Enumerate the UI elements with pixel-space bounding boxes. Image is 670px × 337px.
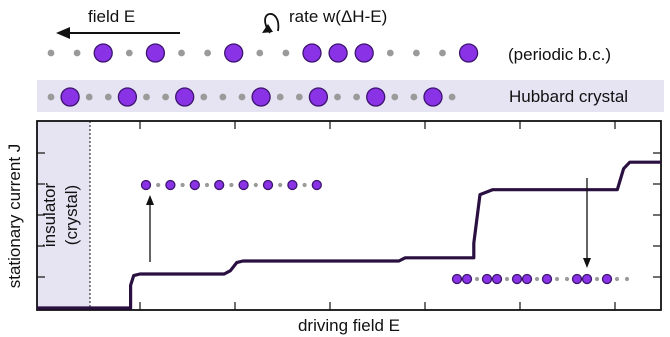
particle bbox=[311, 179, 322, 191]
particle bbox=[458, 43, 479, 63]
periodic-bc-label: (periodic b.c.) bbox=[508, 45, 611, 64]
empty-site bbox=[439, 49, 446, 57]
axis-ticks bbox=[37, 121, 661, 310]
particle bbox=[224, 43, 244, 63]
y-axis-label: stationary current J bbox=[5, 144, 24, 289]
empty-site bbox=[143, 93, 150, 101]
empty-site bbox=[204, 49, 212, 57]
empty-site bbox=[295, 93, 303, 101]
particle bbox=[511, 273, 523, 285]
empty-site bbox=[180, 182, 185, 188]
particle bbox=[601, 273, 613, 285]
particle bbox=[541, 273, 553, 285]
particle bbox=[214, 179, 225, 191]
inset-chain-right bbox=[451, 273, 630, 285]
particle bbox=[451, 273, 463, 285]
empty-site bbox=[256, 49, 264, 57]
empty-site bbox=[219, 93, 227, 101]
empty-site bbox=[125, 49, 133, 57]
empty-site bbox=[564, 276, 570, 282]
empty-site bbox=[104, 93, 112, 101]
particle bbox=[140, 179, 152, 191]
rate-label: rate w(ΔH-E) bbox=[289, 7, 387, 26]
empty-site bbox=[624, 276, 630, 282]
empty-site bbox=[73, 49, 81, 57]
empty-site bbox=[448, 93, 456, 101]
particle bbox=[308, 87, 329, 107]
particle bbox=[302, 43, 322, 63]
empty-site bbox=[594, 276, 600, 282]
hop-arrow-icon bbox=[262, 13, 280, 34]
empty-site bbox=[278, 182, 283, 188]
current-curve bbox=[37, 160, 661, 310]
hubbard-chain bbox=[47, 87, 456, 107]
empty-site bbox=[391, 93, 399, 101]
empty-site bbox=[200, 93, 208, 101]
insulator-region bbox=[37, 121, 90, 310]
empty-site bbox=[554, 276, 560, 282]
field-label: field E bbox=[88, 7, 135, 26]
empty-site bbox=[178, 49, 185, 57]
empty-site bbox=[302, 182, 307, 188]
particle bbox=[581, 273, 593, 285]
empty-site bbox=[410, 93, 418, 101]
empty-site bbox=[534, 276, 540, 282]
empty-site bbox=[282, 49, 290, 57]
insulator-label-2: (crystal) bbox=[62, 185, 81, 245]
inset-right-arrow bbox=[583, 178, 591, 268]
empty-site bbox=[474, 276, 480, 282]
empty-site bbox=[47, 93, 55, 101]
empty-site bbox=[47, 49, 55, 57]
particle bbox=[481, 273, 493, 285]
particle bbox=[521, 273, 533, 285]
empty-site bbox=[413, 49, 420, 57]
empty-site bbox=[504, 276, 510, 282]
field-arrow bbox=[56, 27, 180, 39]
particle bbox=[189, 179, 200, 191]
particle bbox=[354, 43, 374, 63]
particle bbox=[461, 273, 473, 285]
empty-site bbox=[162, 93, 170, 101]
insulator-label-1: insulator bbox=[40, 183, 59, 248]
particle bbox=[262, 179, 274, 191]
empty-site bbox=[353, 93, 360, 101]
particle bbox=[117, 87, 138, 107]
particle bbox=[328, 43, 348, 63]
particle bbox=[145, 43, 166, 63]
particle bbox=[251, 87, 271, 107]
particle bbox=[287, 179, 298, 191]
hubbard-band bbox=[37, 80, 664, 112]
x-axis-label: driving field E bbox=[298, 316, 400, 335]
particle bbox=[571, 273, 583, 285]
particle bbox=[366, 87, 386, 107]
particle bbox=[175, 87, 195, 107]
particle bbox=[423, 87, 443, 107]
particle bbox=[238, 179, 249, 191]
hubbard-crystal-label: Hubbard crystal bbox=[509, 87, 628, 106]
periodic-chain bbox=[47, 43, 479, 63]
empty-site bbox=[386, 49, 394, 57]
empty-site bbox=[204, 182, 210, 188]
inset-left-arrow bbox=[146, 195, 154, 262]
particle bbox=[491, 273, 503, 285]
empty-site bbox=[238, 93, 246, 101]
inset-chain-left bbox=[140, 179, 322, 191]
empty-site bbox=[229, 182, 234, 188]
particle bbox=[165, 179, 176, 191]
empty-site bbox=[156, 182, 161, 188]
empty-site bbox=[253, 182, 258, 188]
empty-site bbox=[85, 93, 93, 101]
plot-frame bbox=[36, 120, 662, 311]
particle bbox=[60, 87, 80, 107]
particle bbox=[93, 43, 113, 63]
empty-site bbox=[334, 93, 341, 101]
empty-site bbox=[614, 276, 620, 282]
empty-site bbox=[276, 93, 284, 101]
